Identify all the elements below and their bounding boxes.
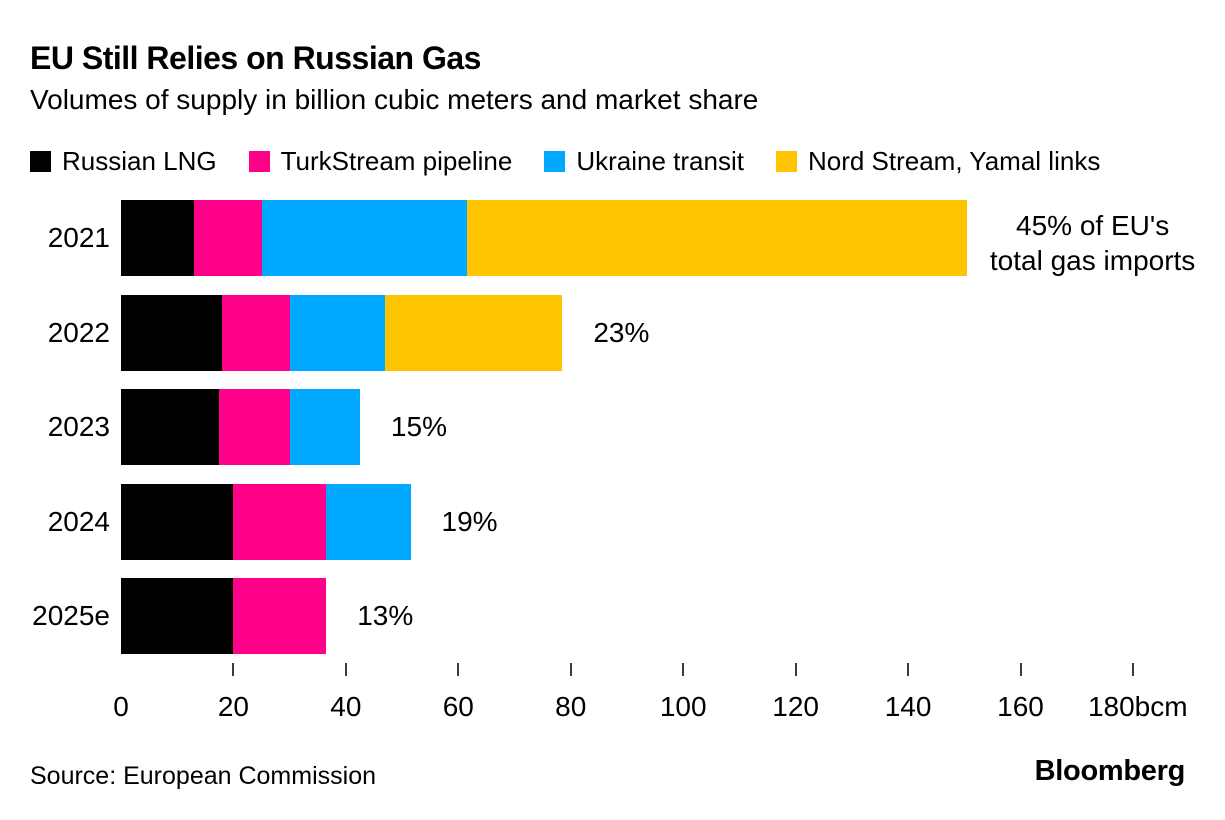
category-label-2024: 2024 [47,505,110,537]
legend-item-ukraine-transit: Ukraine transit [544,146,744,177]
x-axis-label-140: 140 [884,691,932,722]
bar-2023-turkstream-pipeline [219,389,290,465]
x-axis-tick-100 [682,663,685,676]
bar-2025e-turkstream-pipeline [233,578,327,654]
x-axis-label-120: 120 [772,691,819,722]
x-axis-label-60: 60 [442,691,474,722]
category-label-2022: 2022 [47,316,110,348]
x-axis-label-80: 80 [555,691,587,722]
bar-2024-ukraine-transit [326,483,411,560]
bar-2023-ukraine-transit [289,389,360,465]
x-axis-tick-60 [457,663,460,676]
chart-subtitle: Volumes of supply in billion cubic meter… [30,84,759,115]
legend-item-turkstream-pipeline: TurkStream pipeline [248,146,513,177]
x-axis-tick-180 [1131,663,1134,676]
bar-2022-russian-lng [121,294,223,371]
bar-2025e-russian-lng [121,578,234,654]
x-axis-tick-20 [232,663,235,676]
legend-label: TurkStream pipeline [280,146,513,176]
bar-2024-russian-lng [121,483,234,560]
chart-title: EU Still Relies on Russian Gas [30,40,481,76]
legend: Russian LNG TurkStream pipeline Ukraine tr… [30,146,1100,177]
bar-2024-turkstream-pipeline [233,483,327,560]
legend-item-russian-lng: Russian LNG [30,146,217,177]
bar-2022-ukraine-transit [289,294,386,371]
source-note: Source: European Commission [30,762,376,790]
x-axis-tick-160 [1019,663,1022,676]
legend-label: Nord Stream, Yamal links [807,146,1101,176]
bar-label-2022: 23% [593,316,650,348]
bar-label-2024: 19% [441,505,498,537]
bar-2021-nord-stream-yamal-links [466,200,968,276]
legend-swatch-nord-stream-yamal-links-icon [775,151,797,172]
x-axis-tick-80 [569,663,572,676]
bar-2022-nord-stream-yamal-links [385,294,563,371]
x-axis-tick-140 [907,663,910,676]
bloomberg-logo: Bloomberg [1034,755,1186,787]
x-axis-label-20: 20 [217,691,250,722]
x-axis-tick-40 [344,663,347,676]
bar-annotation-2021: 45% of EU's total gas imports [989,210,1196,276]
bar-2021-russian-lng [121,200,195,276]
legend-swatch-turkstream-pipeline-icon [248,151,270,172]
bar-2023-russian-lng [121,389,220,465]
bar-2021-ukraine-transit [261,200,467,276]
category-label-2021: 2021 [47,222,110,253]
legend-swatch-ukraine-transit-icon [544,151,566,172]
x-axis-label-160: 160 [997,691,1044,722]
legend-swatch-russian-lng-icon [30,151,51,172]
x-axis-tick-120 [794,663,797,676]
bar-label-2023: 15% [390,411,447,442]
x-axis-label-100: 100 [659,691,707,722]
x-axis-label-0: 0 [113,691,129,722]
legend-item-nord-stream-yamal-links: Nord Stream, Yamal links [775,146,1101,177]
bar-2022-turkstream-pipeline [222,294,290,371]
bar-2021-turkstream-pipeline [194,200,262,276]
x-axis-label-40: 40 [330,691,362,722]
legend-label: Ukraine transit [576,146,744,176]
x-axis-label-180-unit: 180bcm [1087,691,1188,722]
bar-label-2025e: 13% [357,600,414,631]
legend-label: Russian LNG [62,146,217,176]
category-label-2025e: 2025e [32,600,110,631]
category-label-2023: 2023 [47,411,110,442]
